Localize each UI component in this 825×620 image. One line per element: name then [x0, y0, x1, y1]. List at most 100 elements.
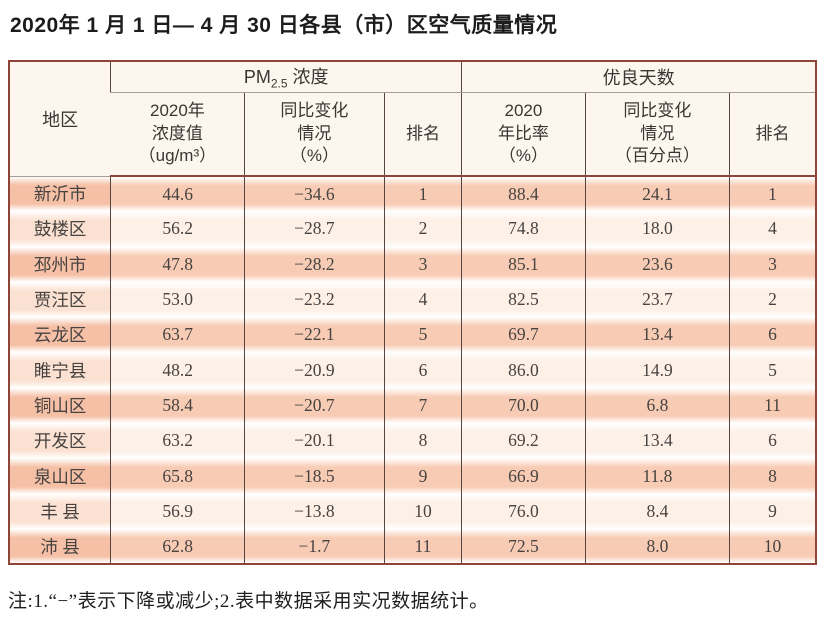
value-cell: 65.8	[110, 458, 245, 494]
col-header-pm-concentration: 2020年 浓度值 （ug/m³）	[110, 92, 245, 177]
value-cell: 85.1	[461, 246, 586, 282]
header-group-row: 地区 PM2.5 浓度 优良天数	[9, 61, 816, 177]
value-cell: 70.0	[461, 387, 586, 424]
value-cell: 5	[383, 317, 462, 353]
col-header-region: 地区	[9, 61, 111, 177]
value-cell: 53.0	[110, 281, 245, 318]
value-cell: 82.5	[461, 281, 586, 318]
value-cell: 48.2	[110, 352, 245, 388]
pm-label-subscript: 2.5	[270, 76, 288, 91]
value-cell: 8.0	[584, 528, 730, 565]
value-cell: 4	[729, 211, 816, 247]
value-cell: 6	[383, 352, 462, 388]
region-cell: 鼓楼区	[9, 211, 111, 247]
value-cell: 63.7	[110, 317, 245, 353]
value-cell: 8	[729, 458, 816, 494]
value-cell: 9	[383, 458, 462, 494]
page-title: 2020年 1 月 1 日— 4 月 30 日各县（市）区空气质量情况	[10, 14, 558, 37]
value-cell: 72.5	[461, 528, 586, 565]
value-cell: −18.5	[244, 458, 385, 494]
value-cell: 69.7	[461, 317, 586, 353]
value-cell: 2	[729, 281, 816, 318]
col-header-pm-rank: 排名	[383, 92, 462, 177]
col-header-good-yoy-change: 同比变化 情况 （百分点）	[584, 92, 730, 177]
value-cell: 11	[383, 528, 462, 565]
value-cell: 24.1	[584, 176, 730, 212]
value-cell: 23.7	[584, 281, 730, 318]
table-row: 新沂市 44.6 −34.6 1 88.4 24.1 1	[9, 176, 816, 212]
table-row: 开发区 63.2 −20.1 8 69.2 13.4 6	[9, 423, 816, 459]
region-cell: 泉山区	[9, 458, 111, 494]
value-cell: 6	[729, 317, 816, 353]
table-row: 贾汪区 53.0 −23.2 4 82.5 23.7 2	[9, 281, 816, 318]
region-cell: 沛 县	[9, 528, 111, 565]
value-cell: 7	[383, 387, 462, 424]
value-cell: 88.4	[461, 176, 586, 212]
table-row: 沛 县 62.8 −1.7 11 72.5 8.0 10	[9, 528, 816, 565]
region-cell: 铜山区	[9, 387, 111, 424]
col-group-good-days: 优良天数	[461, 61, 816, 93]
col-header-pm-yoy-change: 同比变化 情况 （%）	[244, 92, 385, 177]
value-cell: 23.6	[584, 246, 730, 282]
value-cell: −28.7	[244, 211, 385, 247]
value-cell: 56.2	[110, 211, 245, 247]
value-cell: −13.8	[244, 493, 385, 529]
value-cell: 10	[729, 528, 816, 565]
value-cell: 3	[729, 246, 816, 282]
value-cell: −20.1	[244, 423, 385, 459]
value-cell: 6	[729, 423, 816, 459]
value-cell: −20.7	[244, 387, 385, 424]
value-cell: 10	[383, 493, 462, 529]
value-cell: 8.4	[584, 493, 730, 529]
table-row: 睢宁县 48.2 −20.9 6 86.0 14.9 5	[9, 352, 816, 388]
value-cell: 56.9	[110, 493, 245, 529]
value-cell: 62.8	[110, 528, 245, 565]
value-cell: 9	[729, 493, 816, 529]
value-cell: 66.9	[461, 458, 586, 494]
value-cell: 1	[383, 176, 462, 212]
table-row: 邳州市 47.8 −28.2 3 85.1 23.6 3	[9, 246, 816, 282]
pm-label-base: PM	[243, 66, 271, 87]
value-cell: 44.6	[110, 176, 245, 212]
value-cell: 5	[729, 352, 816, 388]
header-sub-row: 2020年 浓度值 （ug/m³） 同比变化 情况 （%） 排名 2020 年比…	[9, 92, 816, 177]
value-cell: 13.4	[584, 423, 730, 459]
col-header-good-rank: 排名	[729, 92, 816, 177]
value-cell: −28.2	[244, 246, 385, 282]
table-header: 地区 PM2.5 浓度 优良天数 2020年 浓度值 （ug/m³） 同比变化 …	[9, 61, 816, 177]
footnote: 注:1.“−”表示下降或减少;2.表中数据采用实况数据统计。	[8, 591, 489, 612]
table-row: 泉山区 65.8 −18.5 9 66.9 11.8 8	[9, 458, 816, 494]
value-cell: 1	[729, 176, 816, 212]
value-cell: 69.2	[461, 423, 586, 459]
value-cell: 11.8	[584, 458, 730, 494]
region-cell: 云龙区	[9, 317, 111, 353]
region-cell: 开发区	[9, 423, 111, 459]
value-cell: 2	[383, 211, 462, 247]
pm-label-rest: 浓度	[287, 66, 329, 87]
air-quality-table: 地区 PM2.5 浓度 优良天数 2020年 浓度值 （ug/m³） 同比变化 …	[8, 60, 817, 566]
col-group-pm25: PM2.5 浓度	[110, 61, 462, 93]
value-cell: 14.9	[584, 352, 730, 388]
value-cell: −20.9	[244, 352, 385, 388]
region-cell: 丰 县	[9, 493, 111, 529]
value-cell: 6.8	[584, 387, 730, 424]
value-cell: 18.0	[584, 211, 730, 247]
value-cell: −22.1	[244, 317, 385, 353]
region-cell: 邳州市	[9, 246, 111, 282]
value-cell: 11	[729, 387, 816, 424]
table-row: 丰 县 56.9 −13.8 10 76.0 8.4 9	[9, 493, 816, 529]
value-cell: −1.7	[244, 528, 385, 565]
table-body: 新沂市 44.6 −34.6 1 88.4 24.1 1 鼓楼区 56.2 −28.7 2 74.8 1…	[9, 176, 816, 565]
value-cell: 63.2	[110, 423, 245, 459]
value-cell: 4	[383, 281, 462, 318]
value-cell: 58.4	[110, 387, 245, 424]
value-cell: 74.8	[461, 211, 586, 247]
region-cell: 新沂市	[9, 176, 111, 212]
value-cell: 76.0	[461, 493, 586, 529]
value-cell: 3	[383, 246, 462, 282]
region-cell: 睢宁县	[9, 352, 111, 388]
value-cell: 47.8	[110, 246, 245, 282]
value-cell: 86.0	[461, 352, 586, 388]
table-row: 鼓楼区 56.2 −28.7 2 74.8 18.0 4	[9, 211, 816, 247]
value-cell: −23.2	[244, 281, 385, 318]
